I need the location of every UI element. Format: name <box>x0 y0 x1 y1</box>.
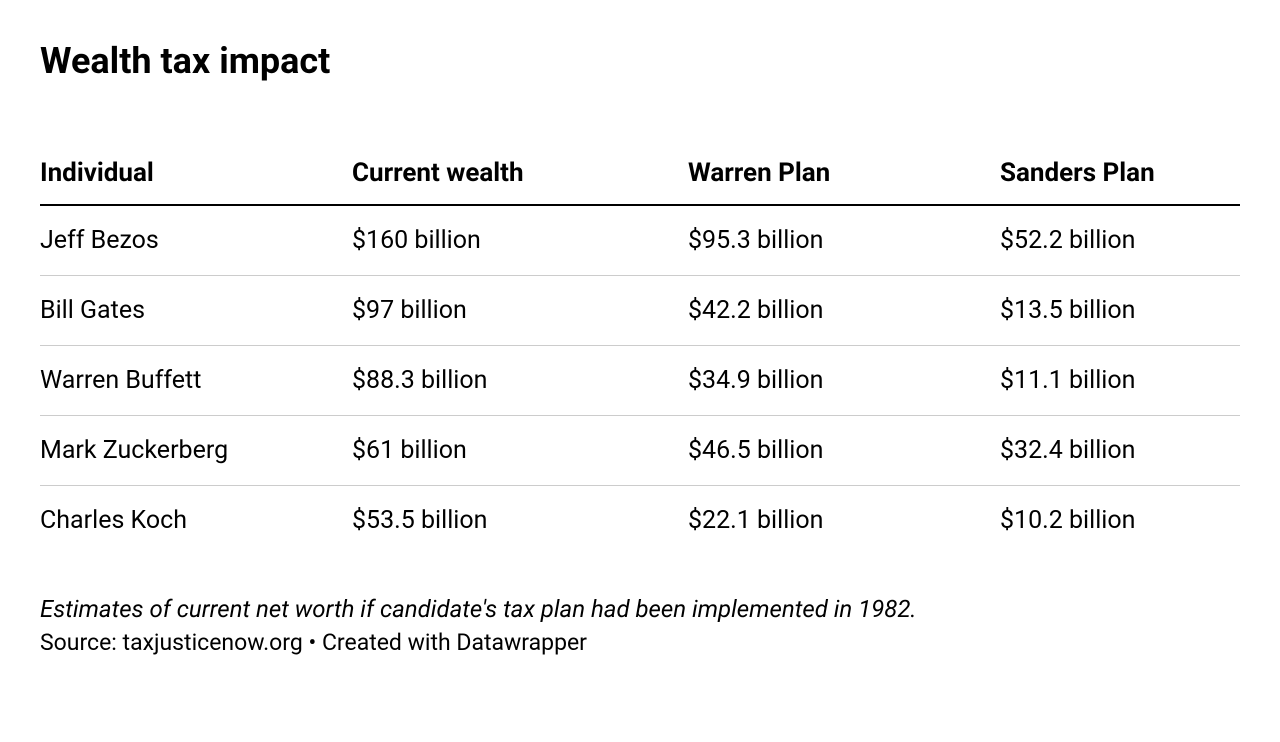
column-header-current-wealth: Current wealth <box>352 142 688 205</box>
cell-warren-plan: $46.5 billion <box>688 416 1000 486</box>
cell-sanders-plan: $52.2 billion <box>1000 205 1240 276</box>
cell-current-wealth: $160 billion <box>352 205 688 276</box>
table-row: Warren Buffett $88.3 billion $34.9 billi… <box>40 346 1240 416</box>
table-row: Charles Koch $53.5 billion $22.1 billion… <box>40 486 1240 556</box>
column-header-individual: Individual <box>40 142 352 205</box>
cell-individual: Warren Buffett <box>40 346 352 416</box>
wealth-tax-table: Individual Current wealth Warren Plan Sa… <box>40 142 1240 555</box>
cell-current-wealth: $88.3 billion <box>352 346 688 416</box>
cell-warren-plan: $42.2 billion <box>688 276 1000 346</box>
cell-current-wealth: $97 billion <box>352 276 688 346</box>
column-header-sanders-plan: Sanders Plan <box>1000 142 1240 205</box>
cell-warren-plan: $22.1 billion <box>688 486 1000 556</box>
cell-sanders-plan: $32.4 billion <box>1000 416 1240 486</box>
cell-sanders-plan: $13.5 billion <box>1000 276 1240 346</box>
cell-sanders-plan: $10.2 billion <box>1000 486 1240 556</box>
cell-individual: Bill Gates <box>40 276 352 346</box>
table-row: Mark Zuckerberg $61 billion $46.5 billio… <box>40 416 1240 486</box>
table-row: Jeff Bezos $160 billion $95.3 billion $5… <box>40 205 1240 276</box>
cell-warren-plan: $34.9 billion <box>688 346 1000 416</box>
table-header-row: Individual Current wealth Warren Plan Sa… <box>40 142 1240 205</box>
column-header-warren-plan: Warren Plan <box>688 142 1000 205</box>
cell-sanders-plan: $11.1 billion <box>1000 346 1240 416</box>
cell-current-wealth: $53.5 billion <box>352 486 688 556</box>
cell-individual: Charles Koch <box>40 486 352 556</box>
table-row: Bill Gates $97 billion $42.2 billion $13… <box>40 276 1240 346</box>
page-title: Wealth tax impact <box>40 40 1240 82</box>
cell-warren-plan: $95.3 billion <box>688 205 1000 276</box>
source-text: Source: taxjusticenow.org • Created with… <box>40 629 1240 656</box>
cell-current-wealth: $61 billion <box>352 416 688 486</box>
cell-individual: Mark Zuckerberg <box>40 416 352 486</box>
footnote-text: Estimates of current net worth if candid… <box>40 595 1240 623</box>
cell-individual: Jeff Bezos <box>40 205 352 276</box>
